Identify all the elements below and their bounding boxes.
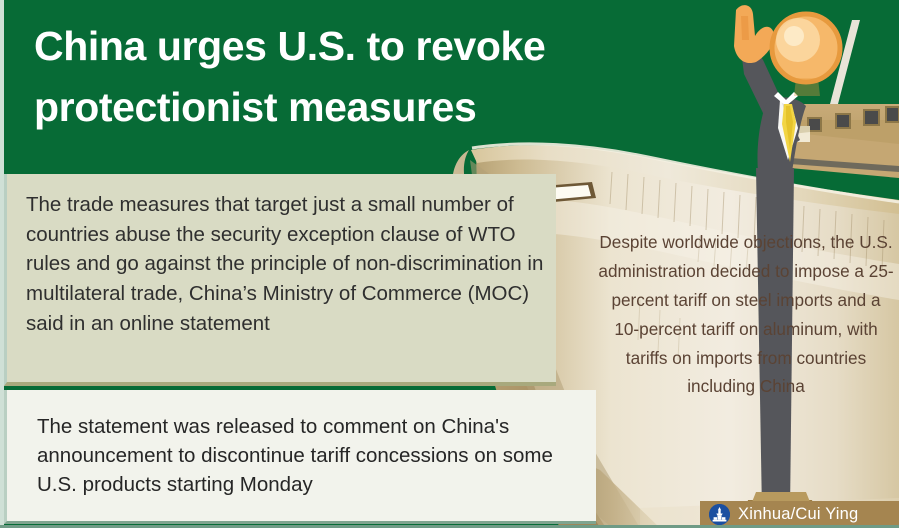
statement-card-primary-text: The trade measures that target just a sm… bbox=[26, 193, 544, 335]
figure-hand bbox=[734, 5, 775, 64]
ship-mast bbox=[830, 20, 860, 104]
ship-sheer-line bbox=[471, 142, 899, 204]
xinhua-pagoda-icon bbox=[709, 504, 730, 525]
figure-lower-body bbox=[756, 168, 794, 512]
statement-card-secondary-text: The statement was released to comment on… bbox=[37, 415, 553, 497]
page-title: China urges U.S. to revoke protectionist… bbox=[34, 23, 546, 130]
hull-overlay-text: Despite worldwide objections, the U.S. a… bbox=[598, 232, 894, 397]
credit-bar: Xinhua/Cui Ying bbox=[700, 501, 899, 528]
ship-plate-seams-lower bbox=[637, 235, 749, 361]
ship-plate-seams bbox=[609, 171, 885, 271]
statement-card-primary: The trade measures that target just a sm… bbox=[4, 174, 556, 386]
statement-card-secondary: The statement was released to comment on… bbox=[4, 390, 596, 524]
frame-edge-left bbox=[0, 0, 4, 528]
figure-collar bbox=[774, 92, 798, 106]
credit-text: Xinhua/Cui Ying bbox=[738, 505, 859, 523]
ship-hull-highlight bbox=[516, 199, 899, 300]
frame-edge-bottom bbox=[0, 525, 899, 528]
